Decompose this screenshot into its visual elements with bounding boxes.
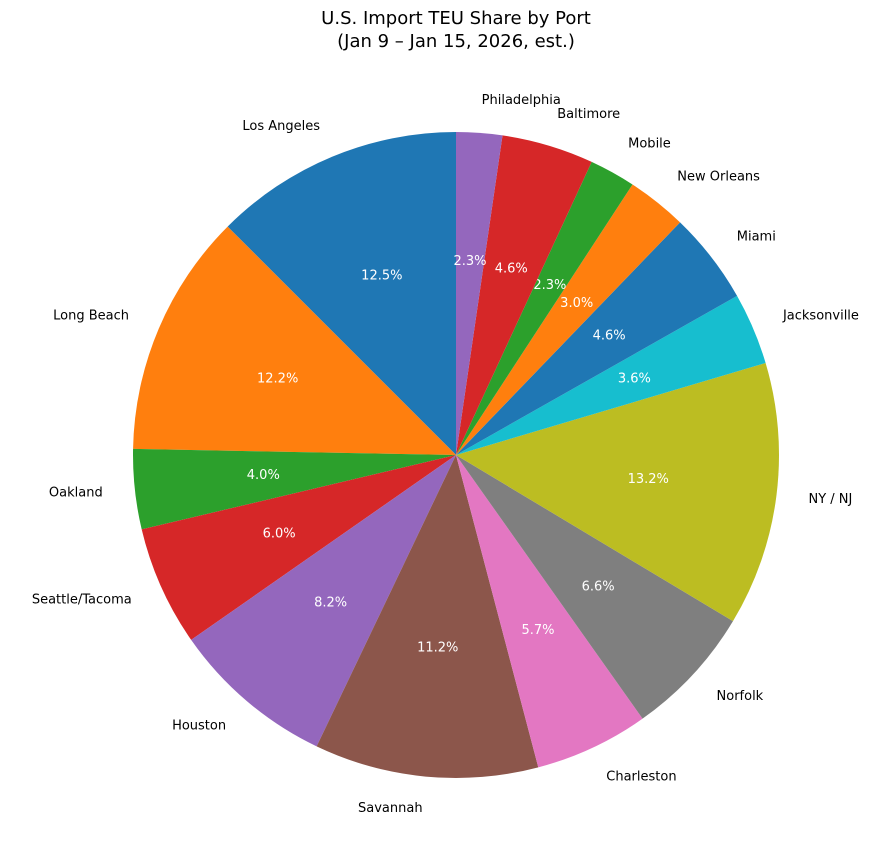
slice-value-label: 4.6%	[593, 329, 626, 344]
slice-label: Miami	[737, 230, 776, 245]
slice-value-label: 6.6%	[582, 579, 615, 594]
pie-slice	[456, 161, 633, 455]
pie-slice	[456, 135, 592, 455]
slice-label: Baltimore	[557, 107, 620, 122]
slice-value-label: 2.3%	[533, 278, 566, 293]
pie-slice	[316, 455, 539, 778]
pie-slice	[133, 226, 456, 455]
slice-value-label: 2.3%	[453, 254, 486, 269]
chart-title: U.S. Import TEU Share by Port	[321, 8, 591, 29]
slice-label: New Orleans	[677, 170, 760, 185]
slice-label: Philadelphia	[482, 93, 561, 108]
pie-slice	[456, 362, 779, 622]
slice-value-label: 11.2%	[417, 640, 458, 655]
slice-label: Savannah	[358, 801, 423, 816]
pie-slice	[456, 132, 503, 455]
slice-label: Mobile	[628, 137, 671, 152]
slice-value-label: 12.5%	[361, 268, 402, 283]
slice-value-label: 5.7%	[521, 623, 554, 638]
slice-value-label: 12.2%	[257, 372, 298, 387]
pie-slice	[456, 222, 738, 455]
slice-label: Long Beach	[53, 308, 129, 323]
pie-slice	[456, 295, 766, 455]
slice-value-label: 6.0%	[263, 527, 296, 542]
slice-label: Houston	[172, 718, 226, 733]
slice-label: NY / NJ	[808, 492, 852, 507]
slice-value-label: 3.6%	[618, 372, 651, 387]
slice-value-label: 13.2%	[628, 472, 669, 487]
slice-value-label: 3.0%	[560, 296, 593, 311]
slice-label: Jacksonville	[782, 308, 859, 323]
pie-slice	[456, 184, 681, 455]
chart-subtitle: (Jan 9 – Jan 15, 2026, est.)	[337, 31, 575, 52]
pie-slice	[227, 132, 456, 455]
pie-slice	[191, 455, 457, 747]
slice-value-label: 4.6%	[495, 262, 528, 277]
slice-label: Oakland	[49, 485, 103, 500]
pie-slice	[141, 455, 456, 640]
slice-value-label: 4.0%	[247, 468, 280, 483]
slice-label: Los Angeles	[242, 119, 320, 134]
slice-label: Norfolk	[717, 689, 764, 704]
slice-label: Seattle/Tacoma	[32, 593, 132, 608]
pie-slice	[456, 455, 643, 768]
pie-slice	[456, 455, 733, 719]
slice-label: Charleston	[606, 769, 676, 784]
slice-value-label: 8.2%	[314, 595, 347, 610]
pie-slice	[133, 448, 456, 530]
